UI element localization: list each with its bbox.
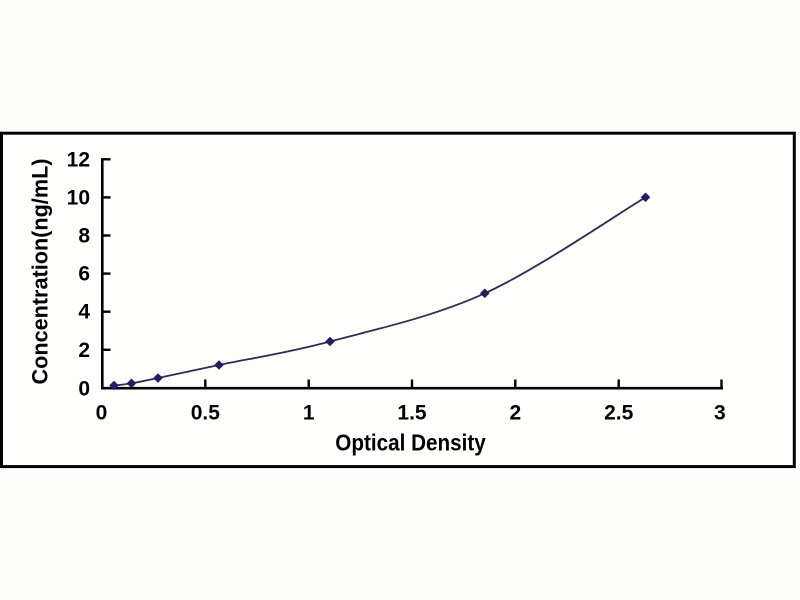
svg-text:1: 1 (303, 402, 315, 425)
svg-text:2: 2 (78, 339, 90, 362)
svg-text:12: 12 (67, 148, 90, 171)
svg-text:8: 8 (78, 225, 90, 248)
svg-text:3: 3 (714, 402, 726, 425)
svg-text:6: 6 (78, 263, 90, 286)
svg-text:1.5: 1.5 (397, 402, 427, 425)
svg-text:0: 0 (78, 378, 90, 401)
svg-text:0: 0 (96, 402, 108, 425)
svg-text:0.5: 0.5 (191, 402, 221, 425)
svg-text:Concentration(ng/mL): Concentration(ng/mL) (28, 159, 53, 385)
svg-text:4: 4 (78, 301, 90, 324)
svg-text:Optical Density: Optical Density (335, 429, 486, 455)
svg-text:2: 2 (509, 402, 521, 425)
svg-text:10: 10 (67, 186, 90, 209)
svg-text:2.5: 2.5 (604, 402, 634, 425)
